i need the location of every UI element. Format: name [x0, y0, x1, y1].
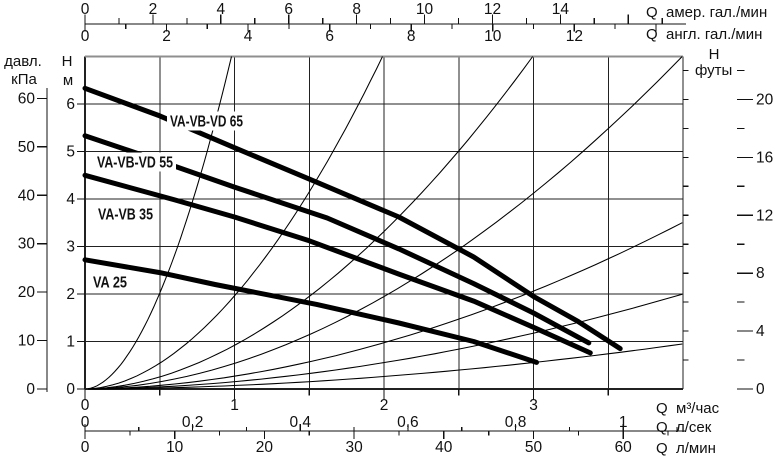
tick-label: 10 [416, 1, 434, 18]
tick-label: 20 [256, 439, 274, 456]
tick-label: 40 [18, 187, 36, 204]
system-curve [87, 343, 683, 390]
axis-title-m-line1: Н [62, 53, 73, 70]
tick-label: 20 [756, 91, 774, 108]
curve-label: VA-VB 35 [98, 207, 153, 224]
tick-label: 2 [380, 397, 389, 414]
curve-label-background [167, 111, 246, 131]
tick-label: 1 [230, 397, 239, 414]
tick-label: 14 [552, 1, 570, 18]
system-curve [87, 56, 383, 390]
tick-label: 10 [484, 28, 502, 45]
curve-label-background [95, 204, 156, 224]
tick-label: 12 [756, 207, 773, 224]
tick-label: 0 [81, 397, 90, 414]
tick-label: 0 [81, 414, 90, 431]
curve-label: VA 25 [93, 275, 127, 292]
axis-label-m3h: Q м³/час [656, 400, 720, 417]
axis-label-lmin: Q л/мин [656, 440, 716, 457]
axes-ticks-layer: 0 2 4 6 8 10 12 140 2 4 6 8 10 1201020304050600123456… [18, 1, 774, 456]
tick-label: 12 [566, 28, 583, 45]
curve-label: VA-VB-VD 55 [97, 155, 173, 172]
grid-layer [84, 55, 684, 390]
curve-label: VA-VB-VD 65 [170, 114, 243, 131]
tick-label: 0 [81, 439, 90, 456]
tick-label: 4 [66, 191, 75, 208]
tick-label: 50 [525, 439, 543, 456]
axis-label-imp-gpm: Q англ. гал./мин [646, 26, 762, 43]
pump-curve [82, 172, 593, 356]
tick-label: 5 [66, 144, 75, 161]
tick-label: 6 [284, 1, 293, 18]
axis-label-lsec: Q л/сек [656, 419, 712, 436]
tick-label: 10 [18, 333, 36, 350]
tick-label: 0,8 [505, 414, 527, 431]
pump-curve [82, 257, 539, 365]
tick-label: 0 [26, 381, 35, 398]
tick-label: 30 [345, 439, 363, 456]
axis-title-ft-line2: футы [695, 62, 732, 79]
tick-label: 0 [81, 28, 90, 45]
tick-label: 6 [66, 96, 75, 113]
tick-label: 8 [407, 28, 416, 45]
tick-label: 4 [244, 28, 253, 45]
tick-label: 60 [615, 439, 633, 456]
tick-label: 30 [18, 236, 36, 253]
pump-curves-layer: VA-VB-VD 65 VA-VB-VD 55 VA-VB 35 VA 25 [82, 85, 623, 365]
pump-curve [82, 85, 623, 352]
tick-label: 6 [325, 28, 334, 45]
tick-label: 0,2 [182, 414, 204, 431]
curve-label-background [90, 272, 130, 292]
tick-label: 12 [484, 1, 501, 18]
tick-label: 4 [217, 1, 226, 18]
tick-label: 3 [66, 239, 75, 256]
tick-label: 8 [756, 265, 765, 282]
tick-label: 60 [18, 90, 36, 107]
tick-label: 1 [66, 334, 75, 351]
tick-label: 1 [619, 414, 628, 431]
axis-title-ft-line1: Н [709, 46, 720, 63]
tick-label: 0,6 [397, 414, 419, 431]
axis-title-kpa-line1: давл. [4, 53, 42, 70]
tick-label: 0,4 [289, 414, 311, 431]
axis-label-us-gpm: Q амер. гал./мин [646, 4, 767, 21]
tick-label: 20 [18, 284, 36, 301]
tick-label: 0 [81, 1, 90, 18]
system-curve [87, 293, 683, 390]
system-curve [87, 222, 683, 390]
curve-label-background [94, 152, 176, 172]
system-curve [87, 56, 534, 390]
tick-label: 4 [756, 323, 765, 340]
tick-label: 2 [149, 1, 158, 18]
tick-label: 2 [162, 28, 171, 45]
axis-title-kpa-line2: кПа [11, 71, 37, 88]
system-curve [87, 56, 683, 390]
tick-label: 40 [435, 439, 453, 456]
tick-label: 50 [18, 139, 36, 156]
tick-label: 0 [756, 381, 765, 398]
axis-title-m-line2: м [63, 72, 73, 89]
tick-label: 10 [166, 439, 184, 456]
tick-label: 0 [66, 381, 75, 398]
system-curve [87, 56, 233, 390]
system-curves-layer [87, 56, 683, 390]
tick-label: 3 [529, 397, 538, 414]
tick-label: 8 [352, 1, 361, 18]
tick-label: 16 [756, 149, 773, 166]
tick-label: 2 [66, 286, 75, 303]
